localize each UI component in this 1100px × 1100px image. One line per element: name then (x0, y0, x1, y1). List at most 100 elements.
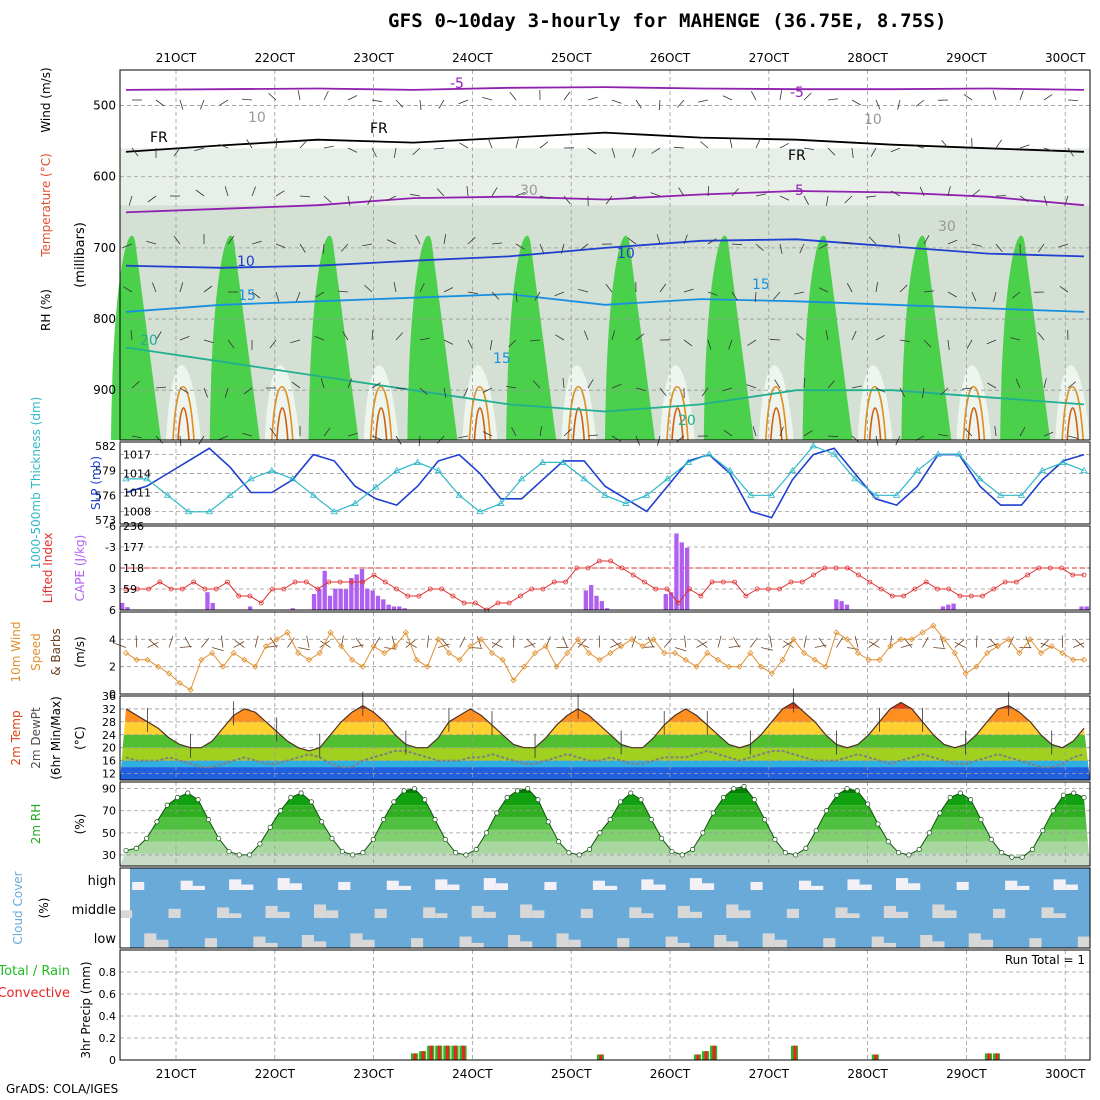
wind-barb (794, 291, 805, 295)
precip-conv-bar (453, 1045, 458, 1060)
wind-speed-marker (714, 656, 722, 663)
thickness-slp-frame (119, 441, 1091, 525)
cloud-cell (229, 879, 242, 890)
lifted-index-marker (168, 586, 174, 592)
cloud-cell (932, 941, 945, 948)
thickness-tick-label: 573 (95, 514, 116, 527)
wind-speed-marker (1059, 649, 1066, 657)
wind-barb (438, 99, 445, 109)
wind-barb (827, 98, 838, 101)
wind-barb (515, 138, 519, 149)
rh-marker (391, 799, 397, 805)
wind-barb-10m (577, 638, 587, 648)
wind-barb (657, 435, 661, 446)
rh-line (125, 785, 1085, 858)
rh-marker (514, 788, 520, 794)
wind-barb (506, 385, 517, 389)
wind-speed-marker (844, 636, 851, 643)
cloud-cell (1029, 938, 1042, 948)
wind-barb (803, 430, 813, 437)
wind-barb (218, 435, 229, 440)
wind-barb-10m (184, 636, 191, 648)
wind-barb (731, 243, 743, 246)
wind-barb-10m (697, 639, 708, 648)
wind-speed-marker (370, 643, 377, 650)
wind-speed-marker (488, 649, 496, 657)
wind-speed-marker (822, 663, 829, 670)
wind-barb (729, 138, 733, 149)
rh-marker (257, 841, 263, 847)
wind-barb (467, 236, 476, 245)
wind-barb (898, 234, 901, 245)
wind-barb (203, 387, 208, 398)
wind-barb-10m (320, 640, 331, 648)
thickness-marker (497, 499, 505, 506)
wind-barb (995, 243, 1003, 253)
thickness-axis-title: 1000-500mb Thickness (dm) (29, 397, 43, 570)
lifted-index-marker (968, 593, 974, 599)
cape-tick-label: 177 (123, 541, 144, 554)
lifted-index-marker (664, 586, 670, 592)
wind-speed-marker (801, 649, 808, 657)
wind-barb (707, 185, 710, 197)
rh-marker (566, 850, 572, 856)
bottom-date-label: 27OCT (749, 1067, 790, 1081)
wind-barb (611, 99, 622, 104)
wind-barb (323, 145, 334, 149)
cape-bar (589, 585, 594, 610)
wind-barb (241, 98, 253, 101)
wind-barb-10m (405, 641, 417, 648)
precip-conv-bar (413, 1053, 417, 1060)
wind-barb-10m (1074, 639, 1085, 648)
wind-barb (299, 195, 311, 198)
wind-barb (251, 240, 262, 245)
wind-barb (418, 435, 421, 447)
wind-barb (825, 330, 829, 341)
contour-label: FR (370, 121, 388, 137)
thickness-marker (934, 450, 942, 457)
wind-barb (890, 147, 901, 153)
wind-barb-10m (933, 647, 946, 649)
thickness-marker (1080, 466, 1088, 474)
cloud-cell (241, 884, 254, 890)
cloud-row-middle: middle (72, 903, 116, 918)
wind-barb-10m (221, 635, 224, 648)
wind-speed-marker (897, 636, 905, 643)
wind-speed-marker (725, 663, 732, 670)
rh-marker (401, 788, 407, 794)
top-date-label: 23OCT (353, 51, 394, 65)
wind-barb-10m (148, 639, 159, 648)
thickness-marker (684, 458, 693, 465)
rh-marker (978, 817, 984, 823)
wind-barb (675, 435, 685, 443)
cloud-cell (689, 878, 702, 890)
wind-speed-marker (639, 643, 646, 650)
cloud-cell (859, 884, 872, 890)
wind-barb (296, 291, 301, 302)
thickness-marker (143, 475, 151, 482)
thickness-line (126, 445, 1085, 513)
cloud-cell (799, 880, 812, 890)
wind-speed-marker (575, 636, 582, 643)
wind-barb (146, 240, 157, 245)
cape-bar (333, 588, 338, 610)
wind-speed-marker (327, 629, 334, 636)
cape-bar (951, 603, 956, 610)
dewpoint-title: 2m DewPt (29, 707, 43, 769)
bottom-date-label: 23OCT (353, 1067, 394, 1081)
wind-barb (320, 378, 325, 389)
lifted-index-marker (1047, 565, 1053, 571)
wind-barb (611, 147, 616, 158)
wind-barb (443, 234, 447, 245)
wind-barb (963, 93, 973, 101)
wind-barb (1059, 285, 1069, 293)
cloud-cell (483, 878, 496, 890)
contour-label: 20 (678, 413, 696, 429)
wind-barb (179, 435, 182, 447)
wind-barb-10m (803, 635, 807, 648)
cloud-cell (447, 884, 460, 890)
wind-barb (583, 330, 589, 341)
thickness-marker (205, 508, 214, 515)
rh-marker (628, 790, 634, 796)
